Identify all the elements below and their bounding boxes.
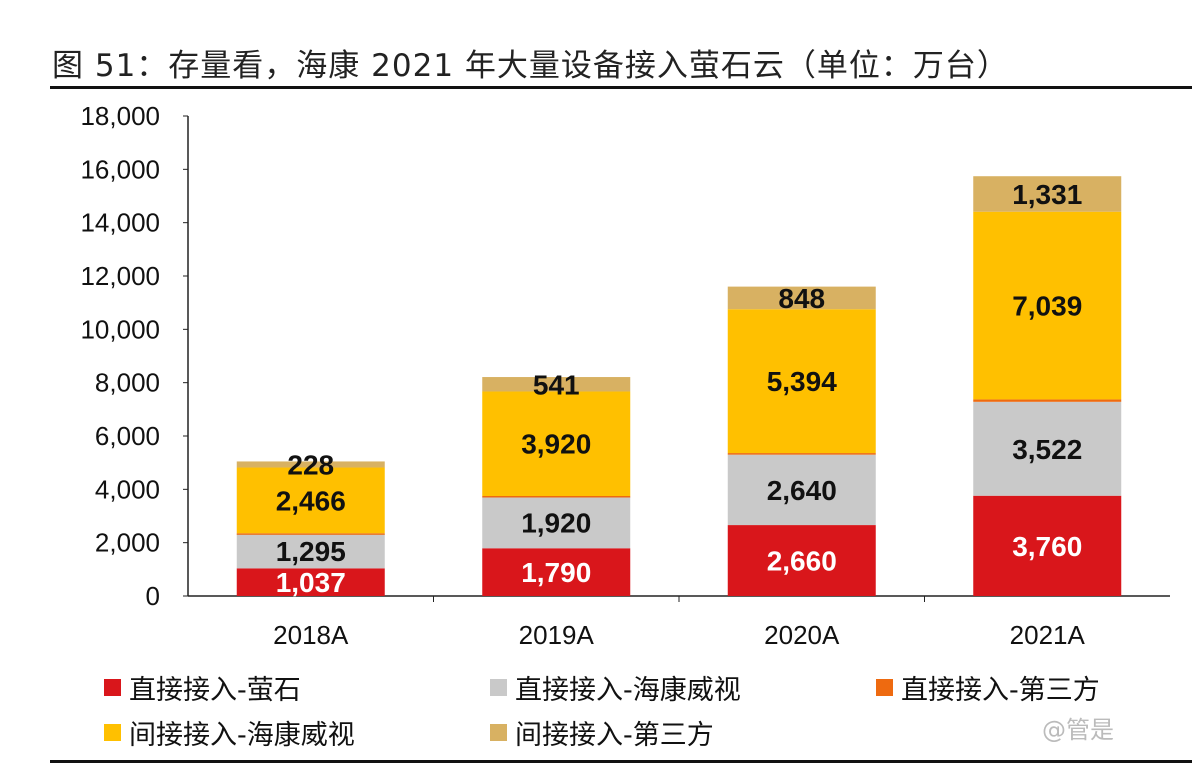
bar-segment	[727, 454, 876, 526]
data-label: 5,394	[767, 366, 837, 397]
x-tick-label: 2021A	[1010, 620, 1086, 650]
x-tick-label: 2019A	[519, 620, 595, 650]
data-label: 1,037	[276, 567, 346, 598]
x-tick-label: 2020A	[764, 620, 840, 650]
bar-segment	[236, 533, 385, 535]
legend-swatch	[104, 679, 121, 696]
bar-segment	[482, 496, 631, 498]
y-tick-label: 8,000	[95, 368, 160, 398]
bar-segment	[482, 548, 631, 596]
data-label: 3,522	[1012, 434, 1082, 465]
y-tick-label: 18,000	[80, 101, 160, 131]
legend-label: 直接接入-海康威视	[515, 675, 741, 706]
data-label: 1,790	[521, 557, 591, 588]
legend-label: 直接接入-萤石	[129, 675, 301, 706]
y-tick-label: 2,000	[95, 528, 160, 558]
data-label: 1,331	[1012, 179, 1082, 210]
bar-segment	[236, 533, 385, 569]
legend-item: 直接接入-萤石	[104, 668, 301, 707]
bar-segment	[727, 525, 876, 596]
bar-segment	[236, 467, 385, 534]
y-tick-label: 6,000	[95, 421, 160, 451]
legend-swatch	[876, 679, 893, 696]
data-label: 7,039	[1012, 291, 1082, 322]
data-label: 541	[533, 369, 580, 400]
legend-item: 直接接入-第三方	[876, 668, 1100, 707]
bar-segment	[973, 401, 1122, 496]
legend-item: 直接接入-海康威视	[490, 668, 741, 707]
legend-label: 直接接入-第三方	[901, 675, 1100, 706]
bar-segment	[236, 461, 385, 468]
data-label: 228	[287, 449, 334, 480]
bar-segment	[482, 497, 631, 549]
legend-item: 间接接入-海康威视	[104, 713, 355, 752]
legend-swatch	[490, 679, 507, 696]
bar-segment	[482, 391, 631, 496]
bar-segment	[482, 377, 631, 392]
legend-swatch	[490, 724, 507, 741]
legend-label: 间接接入-第三方	[515, 720, 714, 751]
y-tick-label: 12,000	[80, 261, 160, 291]
bottom-divider	[50, 760, 1192, 763]
bar-segment	[973, 211, 1122, 400]
data-label: 1,295	[276, 536, 346, 567]
x-tick-label: 2018A	[273, 620, 349, 650]
bar-segment	[236, 568, 385, 596]
y-tick-label: 14,000	[80, 208, 160, 238]
data-label: 2,640	[767, 475, 837, 506]
data-label: 2,660	[767, 546, 837, 577]
watermark: @管是	[1042, 716, 1114, 744]
data-label: 848	[778, 283, 825, 314]
y-tick-label: 4,000	[95, 474, 160, 504]
y-tick-label: 10,000	[80, 314, 160, 344]
y-tick-label: 16,000	[80, 154, 160, 184]
data-label: 1,920	[521, 508, 591, 539]
bar-segment	[973, 495, 1122, 596]
data-label: 2,466	[276, 485, 346, 516]
legend-label: 间接接入-海康威视	[129, 720, 355, 751]
data-label: 3,920	[521, 429, 591, 460]
bar-segment	[973, 399, 1122, 402]
legend-item: 间接接入-第三方	[490, 713, 714, 752]
data-label: 3,760	[1012, 531, 1082, 562]
y-tick-label: 0	[146, 581, 160, 611]
bar-segment	[727, 286, 876, 310]
title-divider	[50, 86, 1192, 89]
bar-segment	[727, 309, 876, 454]
bar-segment	[973, 176, 1122, 212]
bar-segment	[727, 453, 876, 455]
legend-swatch	[104, 724, 121, 741]
chart-title: 图 51：存量看，海康 2021 年大量设备接入萤石云（单位：万台）	[52, 48, 1009, 84]
